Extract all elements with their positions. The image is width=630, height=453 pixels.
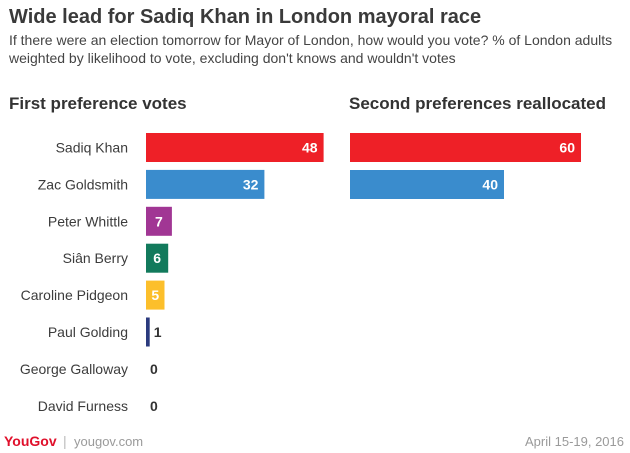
chart-title: Wide lead for Sadiq Khan in London mayor… — [9, 6, 482, 28]
first-preference-panel-title: First preference votes — [9, 94, 187, 113]
category-label-sadiq-khan: Sadiq Khan — [56, 140, 128, 156]
value-label-peter-whittle: 7 — [155, 213, 163, 229]
category-label-sian-berry: Siân Berry — [63, 250, 128, 266]
value-label-caroline-pidgeon: 5 — [151, 287, 159, 303]
value-label-zac-goldsmith: 32 — [243, 176, 259, 192]
value-label-sian-berry: 6 — [153, 250, 161, 266]
bar-caroline-pidgeon — [146, 280, 165, 310]
category-label-zac-goldsmith: Zac Goldsmith — [38, 176, 128, 192]
yougov-logo: YouGov — [4, 433, 57, 449]
category-label-george-galloway: George Galloway — [20, 361, 128, 377]
bar-peter-whittle — [146, 206, 172, 236]
second-preference-panel-title: Second preferences reallocated — [349, 94, 607, 113]
value-label-sadiq-khan: 48 — [302, 140, 318, 156]
bar-zac-goldsmith — [350, 170, 504, 199]
value-label-zac-goldsmith: 40 — [482, 177, 498, 193]
category-label-paul-golding: Paul Golding — [48, 324, 128, 340]
bar-zac-goldsmith — [146, 169, 265, 199]
value-label-david-furness: 0 — [150, 398, 158, 414]
chart-subtitle: If there were an election tomorrow for M… — [9, 32, 613, 66]
survey-date: April 15-19, 2016 — [524, 434, 624, 449]
value-label-george-galloway: 0 — [150, 361, 158, 377]
bar-sadiq-khan — [350, 133, 581, 162]
bar-sian-berry — [146, 243, 169, 273]
category-label-peter-whittle: Peter Whittle — [48, 213, 128, 229]
category-label-caroline-pidgeon: Caroline Pidgeon — [21, 287, 128, 303]
value-label-paul-golding: 1 — [154, 324, 162, 340]
category-label-david-furness: David Furness — [38, 398, 128, 414]
footer-url-link[interactable]: yougov.com — [74, 434, 144, 449]
bar-paul-golding — [146, 317, 150, 347]
bar-sadiq-khan — [146, 133, 324, 162]
footer-separator: | — [63, 433, 67, 449]
value-label-sadiq-khan: 60 — [559, 140, 575, 156]
